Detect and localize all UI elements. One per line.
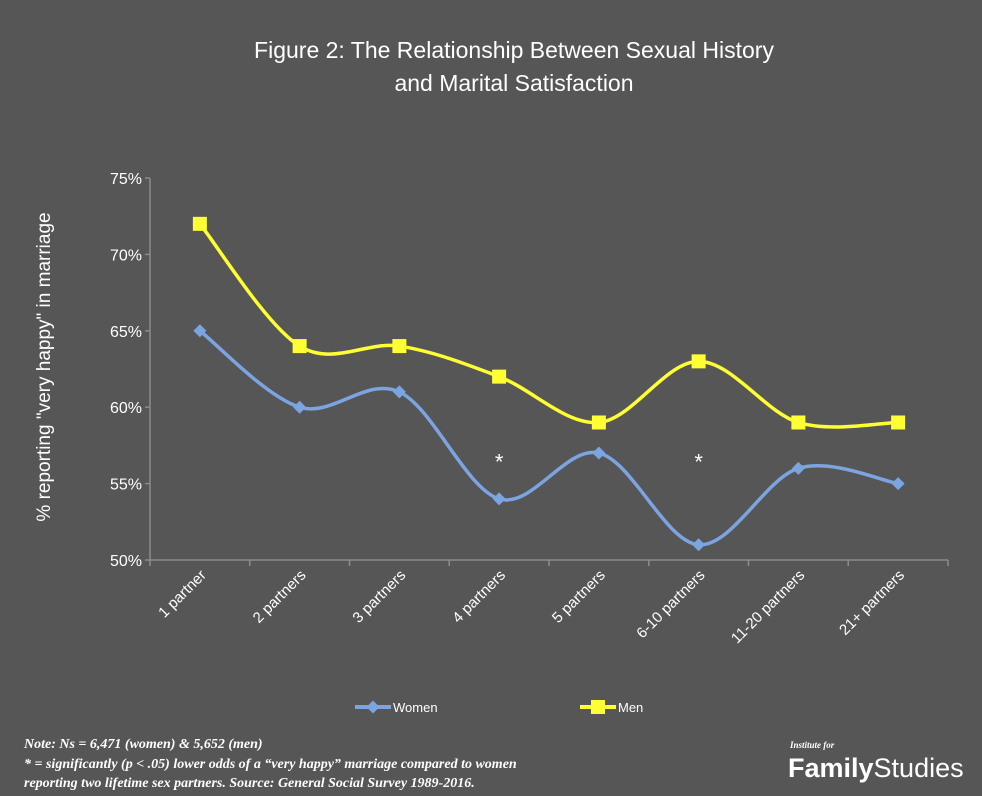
y-tick-label: 70% — [110, 247, 142, 264]
legend-label-women: Women — [393, 700, 438, 715]
y-tick-label: 55% — [110, 477, 142, 494]
data-point-women — [891, 477, 905, 491]
legend-marker — [366, 700, 380, 714]
significance-asterisk: * — [495, 450, 504, 475]
legend: Women Men — [355, 700, 643, 715]
x-tick-label: 4 partners — [449, 567, 509, 627]
series-men-line — [198, 222, 899, 429]
note-source: reporting two lifetime sex partners. Sou… — [24, 776, 475, 791]
series-women — [193, 324, 905, 552]
data-point-women — [791, 461, 805, 475]
logo-institute-text: Institute for — [790, 740, 835, 750]
data-point-women — [492, 492, 506, 506]
data-point-women — [392, 385, 406, 399]
logo-family: Family — [788, 753, 874, 783]
x-tick-label: 5 partners — [549, 567, 609, 627]
data-point-men — [392, 339, 407, 354]
axes: 50% 55% 60% 65% 70% 75% 1 partner 2 partners 3 p… — [110, 171, 949, 647]
series-layer — [192, 216, 906, 552]
y-axis-label: % reporting "very happy" in marriage — [34, 212, 55, 521]
series-women-line — [198, 329, 899, 547]
note-ns: Note: Ns = 6,471 (women) & 5,652 (men) — [24, 737, 263, 752]
legend-marker — [591, 700, 605, 714]
x-tick-label: 11-20 partners — [728, 567, 808, 647]
logo-studies: Studies — [873, 753, 964, 783]
y-tick-label: 65% — [110, 324, 142, 341]
data-point-men — [292, 339, 307, 354]
x-tick-label: 2 partners — [250, 567, 310, 627]
y-tick-label: 60% — [110, 400, 142, 417]
data-point-women — [592, 446, 606, 460]
legend-label-men: Men — [618, 700, 643, 715]
annotation-layer: * * — [495, 450, 704, 475]
series-men — [192, 216, 906, 430]
data-point-women — [293, 400, 307, 414]
chart-title-line2: and Marital Satisfaction — [394, 70, 633, 96]
data-point-men — [492, 369, 507, 384]
legend-item-men: Men — [580, 700, 643, 715]
data-point-women — [193, 324, 207, 338]
x-tick-label: 6-10 partners — [633, 567, 708, 642]
data-point-men — [891, 415, 906, 430]
data-point-men — [791, 415, 806, 430]
data-point-women — [692, 538, 706, 552]
x-tick-label: 1 partner — [155, 567, 209, 621]
significance-asterisk: * — [694, 450, 703, 475]
note-significance: * = significantly (p < .05) lower odds o… — [24, 757, 517, 772]
x-tick-label: 3 partners — [349, 567, 409, 627]
logo-wordmark: FamilyStudies — [788, 753, 964, 784]
legend-item-women: Women — [355, 700, 438, 715]
data-point-men — [691, 354, 706, 369]
chart-title-line1: Figure 2: The Relationship Between Sexua… — [254, 37, 774, 63]
data-point-men — [591, 415, 606, 430]
x-tick-label: 21+ partners — [836, 567, 908, 639]
y-tick-label: 50% — [110, 553, 142, 570]
y-tick-label: 75% — [110, 171, 142, 188]
data-point-men — [192, 216, 207, 231]
